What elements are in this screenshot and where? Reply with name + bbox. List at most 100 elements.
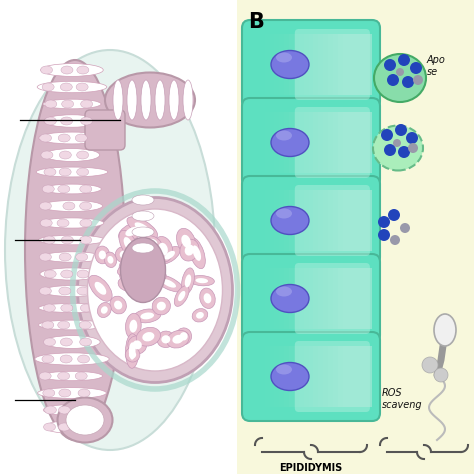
Ellipse shape	[204, 293, 211, 303]
Ellipse shape	[78, 198, 233, 383]
Ellipse shape	[173, 335, 183, 344]
Ellipse shape	[76, 253, 88, 261]
Bar	[328, 190, 372, 251]
Ellipse shape	[189, 275, 214, 286]
Bar	[333, 268, 372, 329]
Ellipse shape	[132, 227, 154, 237]
Ellipse shape	[159, 246, 180, 264]
Ellipse shape	[77, 168, 89, 176]
Ellipse shape	[40, 268, 104, 280]
Circle shape	[400, 223, 410, 233]
Ellipse shape	[59, 253, 71, 261]
Ellipse shape	[77, 66, 89, 74]
Bar	[328, 346, 372, 407]
Bar	[289, 112, 372, 173]
Text: Apo
se: Apo se	[427, 55, 446, 77]
Ellipse shape	[80, 236, 91, 244]
Ellipse shape	[81, 100, 92, 108]
Ellipse shape	[60, 338, 73, 346]
Ellipse shape	[41, 64, 103, 76]
Bar	[289, 190, 372, 251]
Ellipse shape	[271, 128, 309, 156]
Ellipse shape	[373, 126, 423, 171]
Bar	[250, 112, 372, 173]
Ellipse shape	[129, 342, 136, 360]
Bar	[333, 346, 372, 407]
Circle shape	[381, 129, 393, 141]
Ellipse shape	[176, 328, 191, 345]
Ellipse shape	[75, 134, 87, 142]
Ellipse shape	[39, 134, 52, 142]
Ellipse shape	[110, 296, 127, 314]
FancyBboxPatch shape	[242, 254, 380, 343]
Bar	[338, 190, 372, 251]
Text: ROS
scaveng: ROS scaveng	[382, 388, 423, 410]
Ellipse shape	[5, 50, 215, 450]
Ellipse shape	[58, 406, 71, 414]
Ellipse shape	[101, 306, 108, 314]
Bar	[260, 346, 372, 407]
Ellipse shape	[60, 355, 72, 363]
Ellipse shape	[79, 321, 91, 329]
Ellipse shape	[45, 406, 56, 414]
Ellipse shape	[44, 115, 100, 127]
Ellipse shape	[123, 268, 132, 284]
Ellipse shape	[374, 54, 426, 102]
Bar	[255, 112, 372, 173]
Ellipse shape	[137, 243, 165, 259]
Ellipse shape	[130, 272, 147, 291]
Ellipse shape	[98, 302, 111, 318]
Ellipse shape	[78, 355, 90, 363]
Ellipse shape	[43, 99, 101, 109]
Ellipse shape	[136, 328, 161, 346]
Ellipse shape	[80, 304, 92, 312]
Ellipse shape	[114, 301, 122, 310]
Bar	[313, 268, 372, 329]
Circle shape	[398, 146, 410, 158]
Bar	[289, 268, 372, 329]
Ellipse shape	[147, 270, 166, 283]
Ellipse shape	[127, 80, 137, 120]
Bar	[264, 190, 372, 251]
Ellipse shape	[95, 282, 106, 295]
Ellipse shape	[43, 285, 101, 297]
Bar	[270, 190, 372, 251]
Ellipse shape	[271, 207, 309, 235]
Ellipse shape	[44, 270, 56, 278]
Ellipse shape	[133, 340, 142, 349]
Text: EPIDIDYMIS
EPITHELIUM: EPIDIDYMIS EPITHELIUM	[278, 463, 344, 474]
Bar	[304, 112, 372, 173]
Ellipse shape	[135, 276, 143, 286]
Ellipse shape	[113, 80, 123, 120]
Circle shape	[413, 75, 423, 85]
Circle shape	[398, 54, 410, 66]
Ellipse shape	[41, 201, 102, 211]
FancyBboxPatch shape	[295, 341, 370, 412]
Bar	[313, 346, 372, 407]
Ellipse shape	[152, 273, 161, 280]
Ellipse shape	[141, 80, 151, 120]
Ellipse shape	[45, 117, 56, 125]
Ellipse shape	[57, 219, 69, 227]
Bar	[250, 268, 372, 329]
Ellipse shape	[44, 336, 100, 348]
Circle shape	[384, 144, 396, 156]
Ellipse shape	[58, 134, 70, 142]
Ellipse shape	[58, 423, 70, 431]
Ellipse shape	[126, 334, 139, 368]
Ellipse shape	[57, 398, 112, 443]
Ellipse shape	[62, 100, 73, 108]
Ellipse shape	[127, 217, 157, 239]
Ellipse shape	[167, 330, 189, 348]
Ellipse shape	[61, 117, 73, 125]
Ellipse shape	[180, 332, 188, 340]
Bar	[255, 346, 372, 407]
Ellipse shape	[39, 287, 51, 295]
Ellipse shape	[115, 246, 133, 263]
Ellipse shape	[105, 73, 195, 128]
Circle shape	[384, 59, 396, 71]
Bar	[309, 268, 372, 329]
Bar	[343, 112, 372, 173]
Ellipse shape	[155, 274, 183, 292]
Ellipse shape	[41, 371, 102, 381]
